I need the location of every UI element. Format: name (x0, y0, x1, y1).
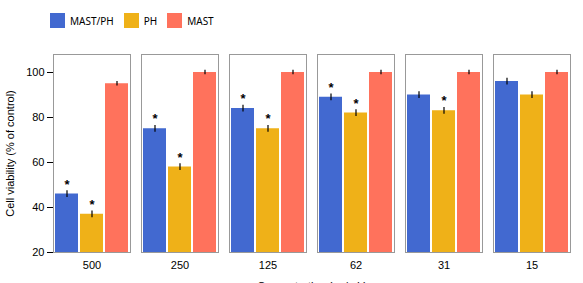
svg-text:500: 500 (83, 259, 101, 271)
html-text:MAST: MAST (187, 13, 214, 28)
svg-text:20: 20 (32, 246, 44, 258)
svg-text:*: * (177, 150, 183, 165)
svg-text:*: * (152, 111, 158, 126)
svg-text:80: 80 (32, 111, 44, 123)
svg-text:100: 100 (26, 66, 44, 78)
svg-text:*: * (441, 93, 447, 108)
svg-text:*: * (240, 91, 246, 106)
svg-text:125: 125 (259, 259, 277, 271)
svg-text:31: 31 (438, 259, 450, 271)
svg-text:*: * (328, 80, 334, 95)
svg-text:62: 62 (350, 259, 362, 271)
html-text:PH: PH (143, 13, 158, 28)
svg-text:*: * (265, 111, 271, 126)
svg-text:*: * (89, 197, 95, 212)
svg-text:Concentration (µg/mL): Concentration (µg/mL) (257, 280, 367, 283)
svg-text:*: * (64, 177, 70, 192)
svg-text:250: 250 (171, 259, 189, 271)
svg-text:60: 60 (32, 156, 44, 168)
svg-text:*: * (353, 96, 359, 111)
svg-text:15: 15 (526, 259, 538, 271)
svg-text:Cell viability (% of control): Cell viability (% of control) (4, 90, 16, 217)
svg-text:40: 40 (32, 201, 44, 213)
html-text:MAST/PH: MAST/PH (70, 13, 114, 28)
